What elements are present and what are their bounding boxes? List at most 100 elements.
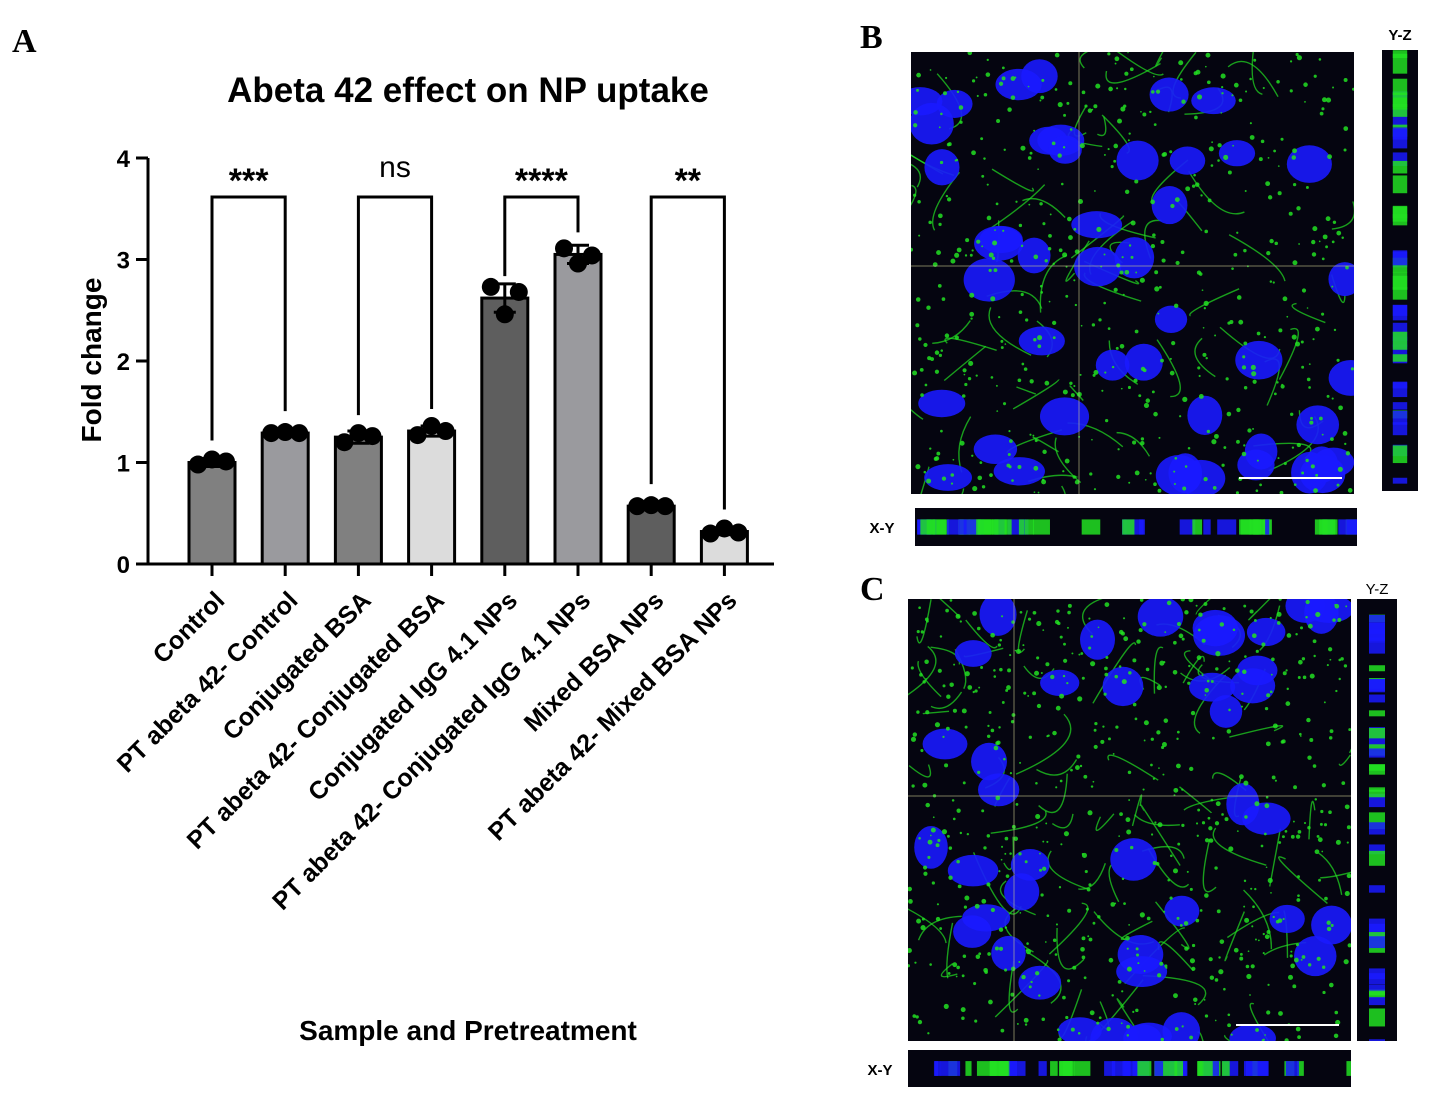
stain-dot bbox=[1029, 433, 1032, 436]
stain-fiber bbox=[1015, 713, 1072, 775]
stain-dot bbox=[912, 193, 917, 197]
nucleus bbox=[991, 935, 1026, 971]
stain-section bbox=[1059, 1061, 1075, 1076]
stain-dot bbox=[1007, 668, 1012, 673]
nucleus bbox=[1018, 326, 1065, 356]
stain-dot bbox=[1262, 932, 1265, 936]
stain-dot bbox=[1070, 1027, 1075, 1032]
stain-dot bbox=[1067, 908, 1072, 913]
stain-dot bbox=[1310, 416, 1313, 420]
nucleus bbox=[924, 464, 973, 491]
stain-dot bbox=[1183, 921, 1189, 926]
y-tick-label: 4 bbox=[117, 146, 131, 173]
stain-dot bbox=[1020, 145, 1026, 151]
nucleus-section bbox=[1203, 519, 1211, 535]
stain-dot bbox=[1081, 955, 1086, 960]
stain-dot bbox=[1132, 440, 1137, 445]
stain-dot bbox=[1114, 847, 1119, 853]
nucleus-section bbox=[1369, 1039, 1385, 1041]
stain-dot bbox=[1338, 658, 1342, 662]
stain-dot bbox=[1153, 75, 1155, 78]
stain-fiber bbox=[908, 908, 947, 944]
stain-dot bbox=[1094, 721, 1098, 726]
stain-dot bbox=[1150, 737, 1154, 741]
stain-dot bbox=[1232, 628, 1236, 632]
stain-fiber bbox=[1318, 852, 1343, 895]
stain-dot bbox=[1042, 222, 1046, 226]
stain-dot bbox=[925, 678, 927, 680]
stain-dot bbox=[1142, 112, 1147, 117]
stain-dot bbox=[1000, 858, 1003, 861]
stain-fiber bbox=[911, 184, 917, 206]
bar-chart: Abeta 42 effect on NP uptake Fold change… bbox=[76, 71, 774, 1046]
stain-dot bbox=[922, 782, 928, 788]
stain-dot bbox=[1073, 227, 1077, 231]
stain-dot bbox=[1279, 490, 1284, 494]
stain-dot bbox=[1156, 730, 1161, 735]
stain-dot bbox=[1104, 666, 1108, 671]
stain-dot bbox=[933, 456, 938, 461]
stain-dot bbox=[983, 92, 988, 97]
stain-dot bbox=[1174, 456, 1178, 460]
stain-dot bbox=[1287, 974, 1294, 980]
stain-fiber bbox=[1036, 759, 1078, 776]
nucleus bbox=[1116, 956, 1168, 988]
nucleus-section bbox=[1139, 519, 1144, 535]
nucleus-section bbox=[1285, 1061, 1299, 1076]
stain-dot bbox=[1239, 956, 1244, 961]
stain-dot bbox=[990, 296, 996, 302]
stain-dot bbox=[941, 476, 947, 481]
stain-dot bbox=[930, 834, 932, 837]
stain-dot bbox=[1017, 378, 1022, 383]
data-point bbox=[203, 450, 221, 469]
stain-dot bbox=[974, 903, 980, 909]
stain-dot bbox=[919, 367, 924, 372]
nucleus-section bbox=[1369, 973, 1385, 980]
stain-dot bbox=[1004, 968, 1008, 972]
stain-fiber bbox=[1051, 813, 1074, 829]
stain-dot bbox=[1176, 621, 1182, 627]
stain-dot bbox=[977, 475, 983, 481]
stain-fiber bbox=[1194, 337, 1216, 378]
stain-dot bbox=[1309, 737, 1314, 742]
stain-dot bbox=[1236, 439, 1240, 444]
stain-dot bbox=[1290, 963, 1295, 969]
stain-dot bbox=[1214, 866, 1218, 870]
stain-dot bbox=[948, 875, 953, 880]
panel-label-c: C bbox=[860, 571, 885, 608]
stain-dot bbox=[1135, 947, 1139, 951]
stain-dot bbox=[1077, 1031, 1081, 1035]
nucleus-section bbox=[1008, 1061, 1018, 1076]
stain-dot bbox=[1056, 1028, 1060, 1031]
stain-dot bbox=[1296, 55, 1302, 61]
stain-dot bbox=[960, 1007, 966, 1013]
stain-dot bbox=[1062, 674, 1066, 678]
nucleus bbox=[1116, 140, 1159, 181]
stain-fiber bbox=[1097, 116, 1107, 137]
stain-dot bbox=[918, 337, 922, 341]
stain-fiber bbox=[1251, 52, 1263, 95]
stain-dot bbox=[1004, 836, 1009, 841]
stain-dot bbox=[1009, 259, 1014, 263]
stain-dot bbox=[1303, 822, 1307, 825]
stain-dot bbox=[1177, 842, 1181, 846]
stain-dot bbox=[1336, 483, 1340, 487]
stain-dot bbox=[1262, 86, 1265, 90]
stain-dot bbox=[975, 954, 981, 959]
stain-section bbox=[1369, 744, 1385, 750]
stain-dot bbox=[964, 895, 970, 901]
stain-dot bbox=[1252, 379, 1257, 384]
stain-dot bbox=[1020, 244, 1024, 248]
stain-dot bbox=[1309, 673, 1315, 679]
stain-dot bbox=[1223, 446, 1227, 449]
stain-dot bbox=[1236, 830, 1239, 832]
stain-dot bbox=[1127, 385, 1131, 390]
stain-dot bbox=[1094, 190, 1096, 192]
stain-fiber bbox=[908, 764, 932, 778]
stain-dot bbox=[1265, 181, 1271, 187]
stain-dot bbox=[939, 160, 944, 165]
stain-dot bbox=[1214, 334, 1217, 337]
stain-dot bbox=[1276, 611, 1282, 617]
stain-dot bbox=[1019, 761, 1022, 764]
stain-dot bbox=[1062, 995, 1066, 1000]
